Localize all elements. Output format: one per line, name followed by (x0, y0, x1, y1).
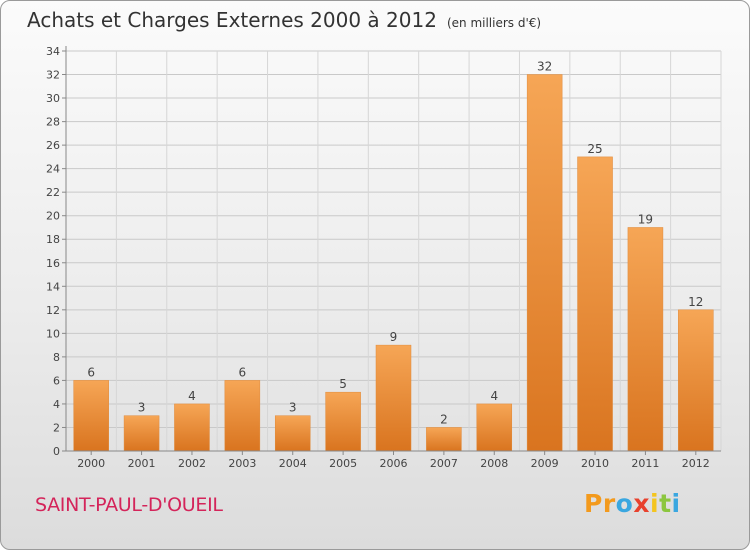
bar-value-label: 25 (587, 142, 602, 156)
bar-value-label: 6 (239, 365, 247, 379)
y-tick-label: 30 (46, 92, 60, 105)
bar-value-label: 3 (289, 401, 297, 415)
x-axis: 2000 2001 2002 2003 2004 2005 2006 2007 2008 2009… (66, 450, 721, 470)
bar-value-label: 19 (638, 212, 653, 226)
y-tick-label: 24 (46, 163, 60, 176)
y-tick-label: 18 (46, 233, 60, 246)
bars: 6 3 4 6 3 5 9 2 4 32 25 19 12 (73, 60, 714, 452)
y-tick-label: 20 (46, 210, 60, 223)
bar-value-label: 2 (440, 412, 448, 426)
y-tick-label: 0 (53, 445, 60, 458)
y-tick-label: 16 (46, 257, 60, 270)
y-tick-label: 26 (46, 139, 60, 152)
x-tick-label: 2001 (128, 457, 156, 470)
bar (526, 74, 563, 452)
x-tick-label: 2011 (631, 457, 659, 470)
x-tick-label: 2012 (682, 457, 710, 470)
y-tick-label: 10 (46, 327, 60, 340)
bar (627, 227, 664, 452)
bar (123, 415, 160, 452)
x-tick-label: 2006 (380, 457, 408, 470)
bar (274, 415, 311, 452)
chart-title: Achats et Charges Externes 2000 à 2012 (e… (27, 8, 541, 32)
chart-title-text: Achats et Charges Externes 2000 à 2012 (27, 8, 437, 32)
bar-value-label: 32 (537, 60, 552, 74)
y-tick-label: 32 (46, 69, 60, 82)
bar (174, 403, 210, 452)
bar-value-label: 4 (188, 389, 196, 403)
bar (375, 344, 412, 452)
commune-name: SAINT-PAUL-D'OUEIL (35, 494, 223, 516)
bar (325, 391, 361, 452)
bar (426, 427, 462, 452)
y-tick-label: 34 (46, 45, 60, 58)
y-tick-label: 28 (46, 116, 60, 129)
y-tick-label: 2 (53, 421, 60, 434)
x-tick-label: 2002 (178, 457, 206, 470)
bar (476, 403, 513, 452)
x-tick-label: 2000 (77, 457, 105, 470)
proxiti-logo: Proxiti (584, 489, 681, 518)
bar-value-label: 4 (490, 389, 498, 403)
y-tick-label: 6 (53, 374, 60, 387)
x-tick-label: 2010 (581, 457, 609, 470)
y-tick-label: 14 (46, 280, 60, 293)
y-tick-label: 22 (46, 186, 60, 199)
y-tick-label: 12 (46, 304, 60, 317)
x-tick-label: 2003 (228, 457, 256, 470)
bar (678, 309, 714, 452)
bar (577, 156, 613, 452)
x-tick-label: 2008 (480, 457, 508, 470)
bar (73, 380, 109, 452)
y-tick-label: 8 (53, 351, 60, 364)
x-tick-label: 2009 (531, 457, 559, 470)
bar (224, 380, 261, 452)
bar-value-label: 5 (339, 377, 347, 391)
bar-value-label: 9 (390, 330, 398, 344)
bar-value-label: 12 (688, 295, 703, 309)
x-tick-label: 2007 (430, 457, 458, 470)
bar-value-label: 3 (138, 401, 146, 415)
x-tick-label: 2005 (329, 457, 357, 470)
chart-unit: (en milliers d'€) (446, 16, 542, 30)
bar-value-label: 6 (87, 365, 95, 379)
x-tick-label: 2004 (279, 457, 307, 470)
y-tick-label: 4 (53, 398, 60, 411)
